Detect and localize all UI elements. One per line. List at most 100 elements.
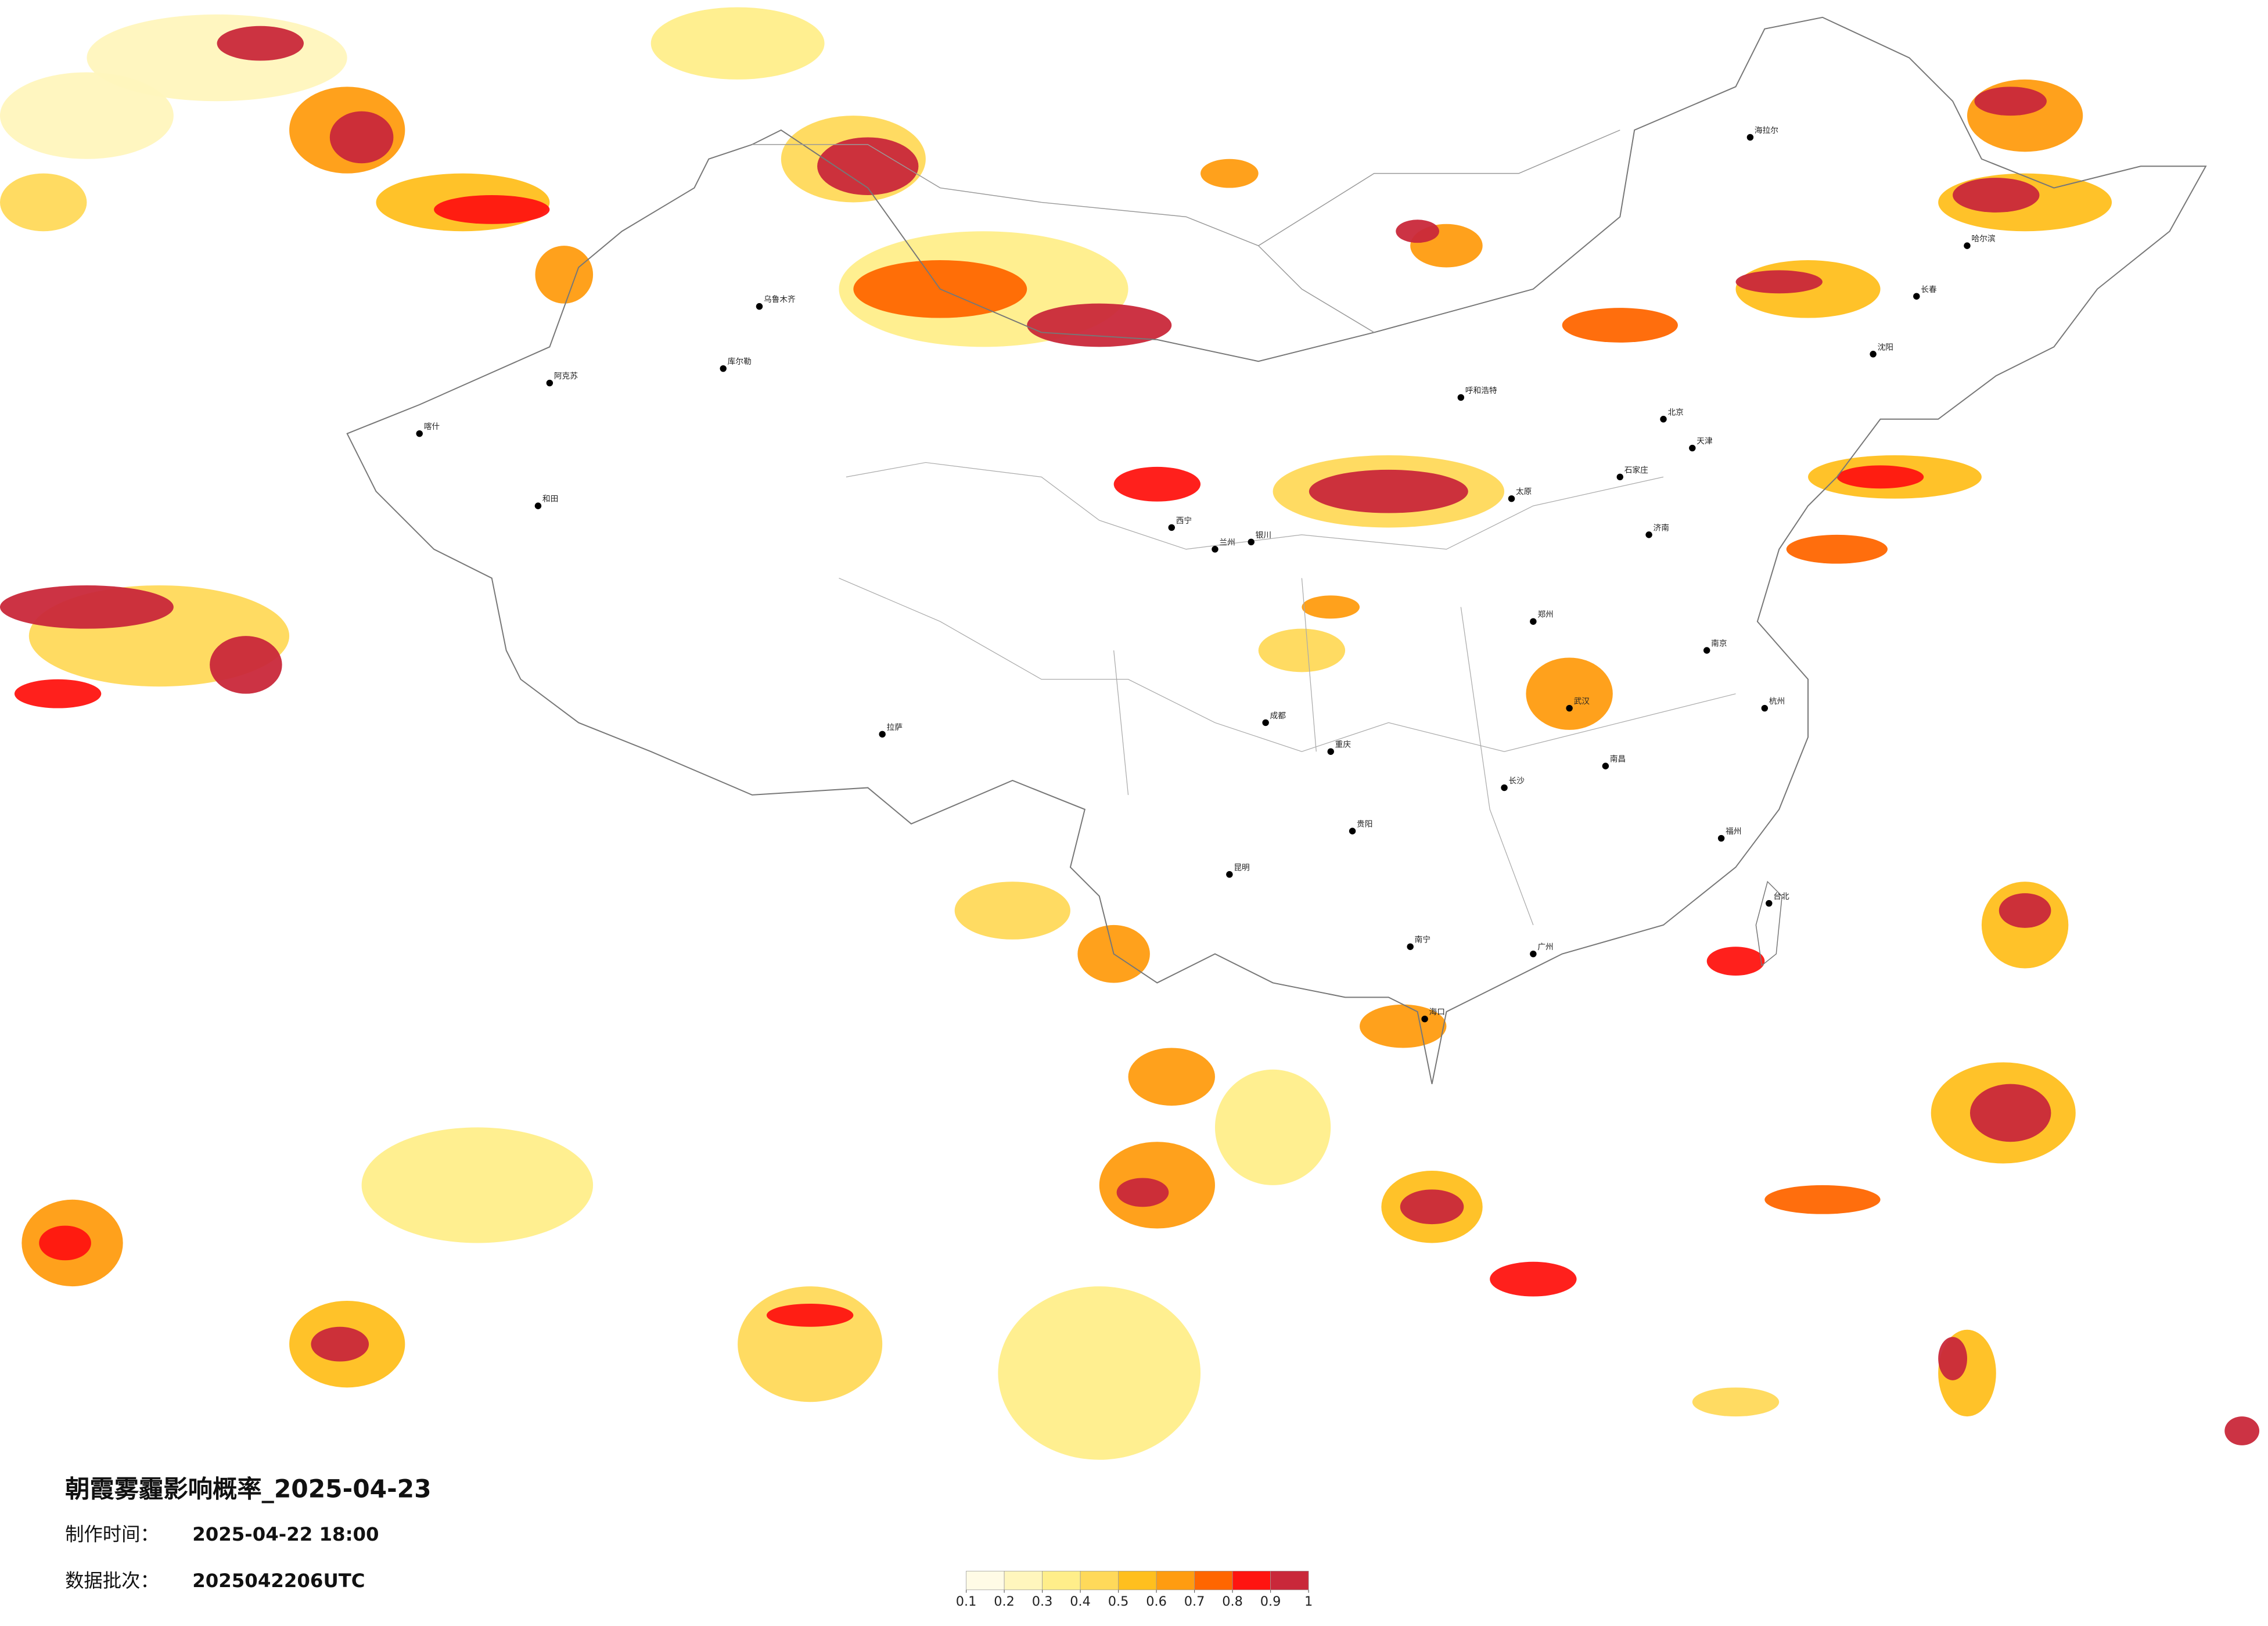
city-label: 成都 [1270,711,1286,721]
city-dot [1248,538,1255,546]
city-dot [1530,618,1537,625]
city-label: 海口 [1429,1008,1445,1017]
city-label: 库尔勒 [728,357,752,366]
haze-area [1735,270,1823,294]
city-label: 天津 [1696,437,1713,446]
city-dot [1212,546,1219,553]
legend-tick-label: 0.6 [1146,1594,1167,1609]
haze-area [1974,87,2047,116]
city-dot [534,502,542,509]
legend-tick-label: 1 [1304,1594,1313,1609]
city-label: 济南 [1654,523,1669,533]
city-dot [1501,784,1508,792]
batch-label: 数据批次： [65,1570,159,1592]
city-dot [1508,495,1515,502]
haze-area [954,882,1070,940]
haze-area [1027,303,1172,347]
city-label: 南宁 [1415,935,1430,945]
city-dot [1421,1015,1428,1023]
city-label: 南京 [1711,639,1727,649]
haze-area [210,636,282,694]
legend-swatch [1042,1571,1081,1591]
city-label: 太原 [1516,487,1532,497]
haze-area [1526,657,1613,730]
city-label: 乌鲁木齐 [764,295,796,304]
haze-area [311,1326,369,1362]
haze-area [1116,1178,1169,1207]
china-border [346,16,2207,1084]
city-dot [1964,242,1971,249]
city-dot [756,303,763,310]
haze-area [329,111,394,164]
haze-area [998,1286,1201,1460]
city-dot [1602,762,1609,769]
neighbor-border [752,129,1620,333]
city-label: 武汉 [1574,697,1590,706]
city-dot [1645,531,1652,538]
haze-area [14,679,102,708]
city-dot [1457,394,1465,401]
haze-area [1786,534,1888,564]
city-label: 哈尔滨 [1971,235,1995,244]
made-time: 2025-04-22 18:00 [192,1523,379,1545]
city-dot [1689,444,1696,452]
legend-swatch [1118,1571,1157,1591]
city-dot [1349,828,1356,834]
city-dot [1616,473,1624,481]
legend-swatch [1232,1571,1271,1591]
city-label: 石家庄 [1624,465,1648,475]
city-dot [1262,719,1269,726]
haze-area [1396,220,1439,243]
haze-area [1706,947,1765,976]
legend-tick-label: 0.8 [1222,1594,1243,1609]
haze-area [1999,893,2051,928]
legend-swatch [966,1571,1005,1591]
made-label: 制作时间： [65,1523,159,1545]
city-dot [1168,524,1175,531]
city-dot [1530,950,1537,958]
haze-area [0,173,87,232]
city-label: 福州 [1726,827,1741,836]
haze-area [1128,1048,1215,1106]
haze-area [1113,466,1201,502]
legend-swatch [1156,1571,1195,1591]
city-label: 北京 [1667,408,1683,417]
city-dot [1761,704,1769,712]
city-dot [1566,704,1573,712]
haze-area [1969,1084,2051,1142]
city-label: 长沙 [1509,776,1525,786]
haze-area [1309,469,1468,513]
taiwan [1755,880,1782,966]
city-label: 和田 [542,495,558,504]
city-dot [720,365,727,372]
city-label: 阿克苏 [554,372,578,381]
legend-swatch [1270,1571,1309,1591]
city-label: 沈阳 [1878,343,1893,352]
haze-area [1692,1387,1780,1417]
haze-area [217,26,304,61]
city-label: 银川 [1256,531,1271,540]
city-label: 长春 [1921,285,1937,294]
legend-swatch [1080,1571,1119,1591]
haze-area [434,195,550,224]
legend-tick-label: 0.9 [1260,1594,1281,1609]
province-lines [839,462,1736,926]
city-dot [1703,647,1710,654]
haze-area [0,585,174,629]
map-title: 朝霞雾霾影响概率_2025-04-23 [65,1475,432,1503]
city-label: 拉萨 [887,723,903,732]
haze-area [535,246,594,304]
legend-tick-label: 0.2 [994,1594,1015,1609]
city-dot [1407,943,1414,950]
city-dot [1660,416,1667,423]
haze-area [0,72,174,159]
haze-area [1400,1189,1464,1225]
city-dot [1226,871,1233,878]
city-dot [416,430,423,437]
city-label: 昆明 [1234,863,1249,872]
legend: 0.1 0.2 0.3 0.4 0.5 0.6 0.7 0.8 0.9 1 [956,1571,1313,1609]
legend-swatch [1194,1571,1233,1591]
city-dot [1766,900,1773,907]
